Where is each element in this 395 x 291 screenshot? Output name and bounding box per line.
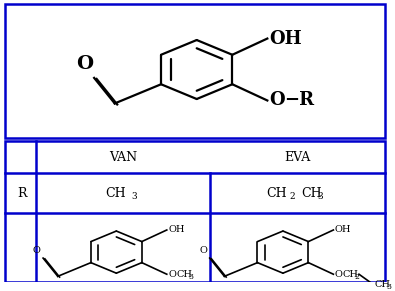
Text: EVA: EVA — [284, 151, 311, 164]
Text: −R: −R — [285, 91, 315, 109]
Text: CH: CH — [266, 187, 286, 200]
Text: O: O — [269, 91, 285, 109]
Bar — [5, 141, 385, 282]
Text: O: O — [335, 270, 343, 279]
Text: OH: OH — [335, 226, 352, 235]
Text: 3: 3 — [386, 283, 391, 291]
Text: CH: CH — [343, 270, 359, 279]
Text: R: R — [17, 187, 27, 200]
Text: OH: OH — [168, 226, 185, 235]
Text: O: O — [168, 270, 176, 279]
Text: 2: 2 — [355, 273, 359, 281]
Text: O: O — [33, 246, 41, 255]
Text: CH: CH — [105, 187, 126, 200]
Bar — [5, 3, 385, 138]
Text: VAN: VAN — [109, 151, 137, 164]
Text: CH: CH — [374, 280, 390, 289]
Text: O: O — [199, 246, 207, 255]
Text: CH: CH — [301, 187, 322, 200]
Text: 2: 2 — [290, 192, 295, 201]
Text: 3: 3 — [317, 192, 323, 201]
Text: 3: 3 — [132, 192, 137, 201]
Text: OH: OH — [269, 30, 302, 47]
Text: 3: 3 — [188, 273, 193, 281]
Text: O: O — [77, 56, 94, 73]
Text: CH: CH — [176, 270, 192, 279]
